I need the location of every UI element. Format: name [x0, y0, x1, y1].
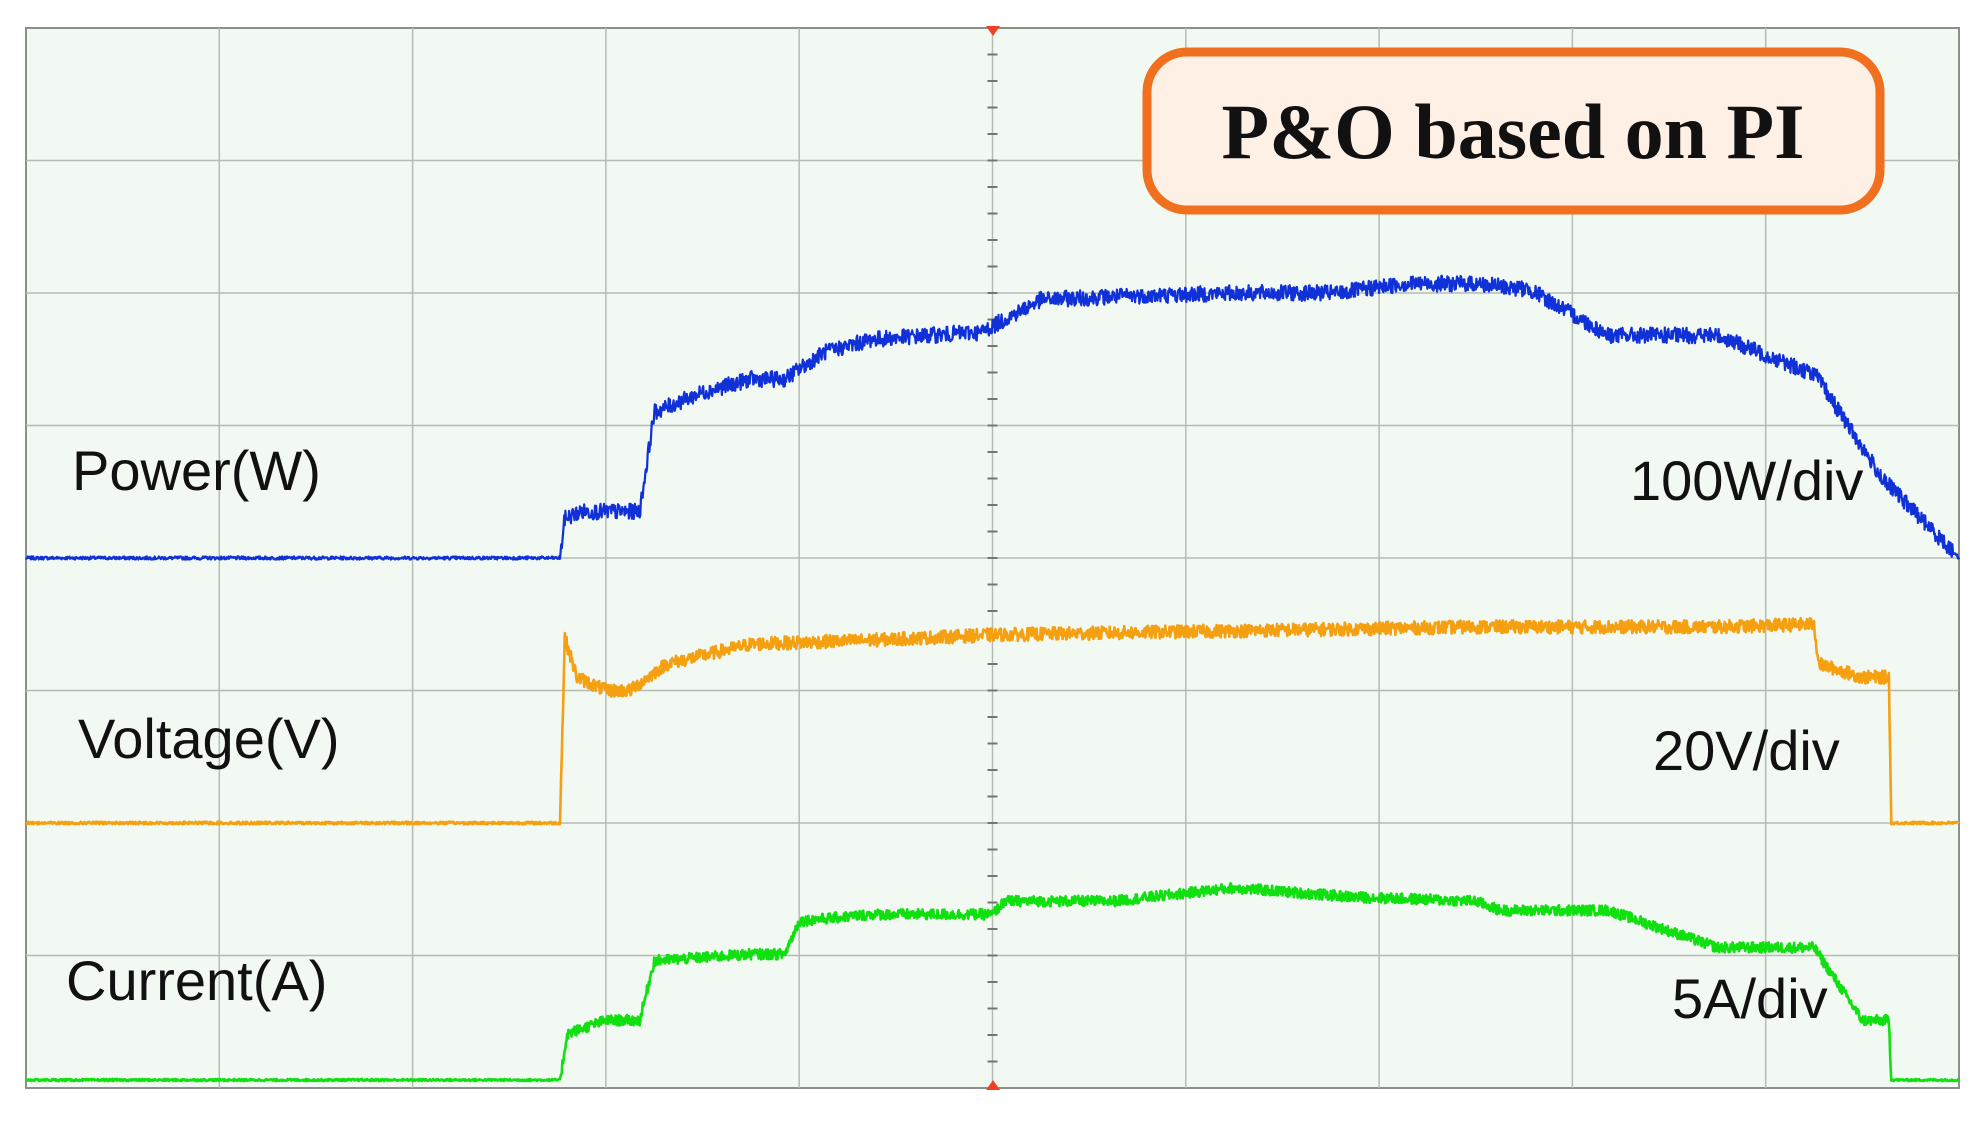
center-ticks — [987, 53, 998, 1063]
trace-voltage — [25, 616, 1961, 826]
series-label-power: Power(W) — [72, 439, 321, 502]
scale-label-voltage: 20V/div — [1653, 719, 1840, 782]
trigger-marker-top — [986, 26, 1000, 36]
scale-label-current: 5A/div — [1672, 967, 1828, 1030]
series-label-voltage: Voltage(V) — [78, 707, 340, 770]
traces — [25, 274, 1961, 1083]
title-box: P&O based on PI — [1142, 47, 1885, 215]
chart-title: P&O based on PI — [1222, 88, 1805, 175]
trace-current — [25, 882, 1961, 1083]
series-label-current: Current(A) — [66, 949, 327, 1012]
scale-label-power: 100W/div — [1630, 449, 1863, 512]
trigger-marker-bottom — [986, 1080, 1000, 1090]
trace-power — [25, 274, 1961, 561]
